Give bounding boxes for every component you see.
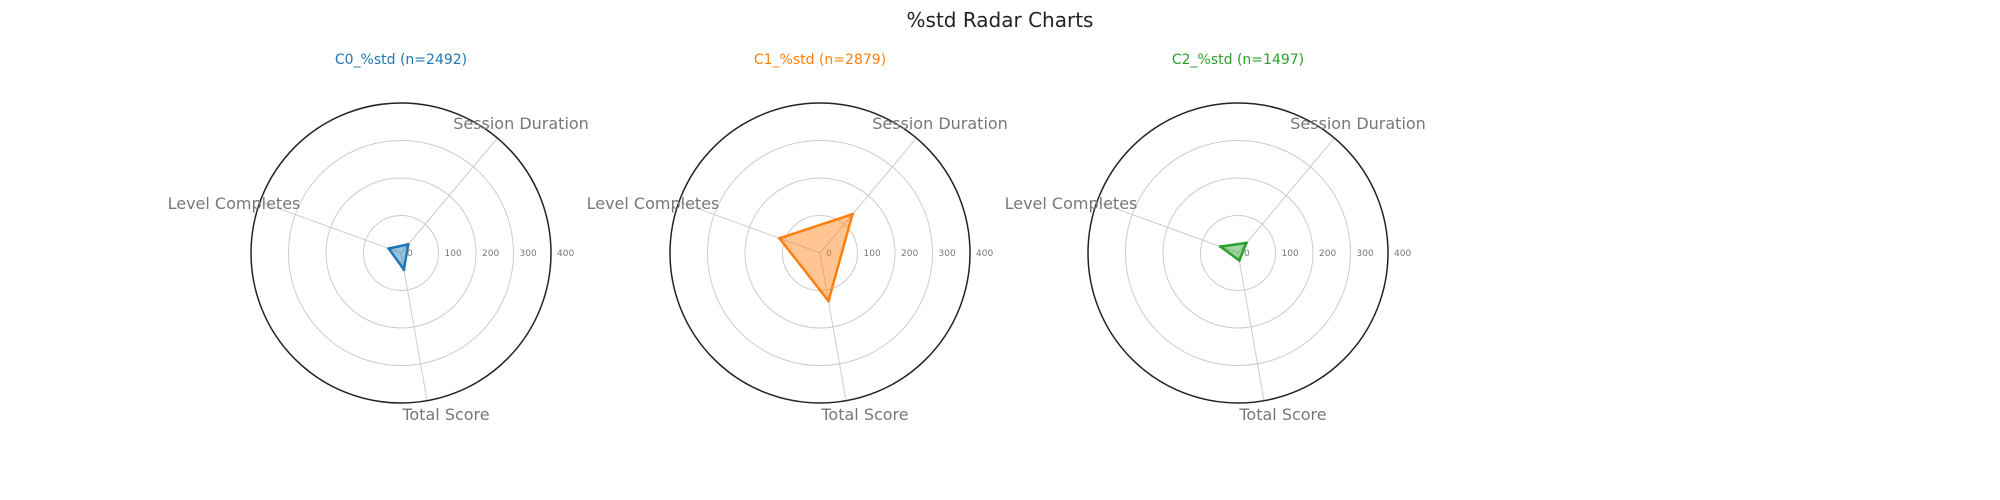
radar-data-point [1244, 241, 1248, 245]
radial-tick-label: 400 [557, 249, 574, 259]
axis-label: Level Completes [1005, 194, 1138, 213]
radial-tick-label: 100 [864, 249, 881, 259]
radar-data-point [406, 242, 410, 246]
radial-tick-label: 100 [1282, 249, 1299, 259]
axis-label: Session Duration [453, 114, 589, 133]
radar-frame [669, 102, 971, 404]
axis-spoke [1096, 201, 1239, 254]
radar-data-point [1218, 245, 1222, 249]
radial-tick-label: 300 [939, 249, 956, 259]
axis-spoke [819, 137, 917, 254]
grid-ring [1200, 215, 1276, 291]
radial-tick-label: 300 [520, 249, 537, 259]
radial-tick-label: 200 [901, 249, 918, 259]
grid-ring [288, 140, 514, 366]
grid-ring [707, 140, 933, 366]
radial-tick-label: 0 [826, 249, 832, 259]
radial-tick-label: 0 [407, 249, 413, 259]
radial-tick-label: 300 [1357, 249, 1374, 259]
radar-title: C0_%std (n=2492) [335, 52, 467, 68]
radar-chart-1: C1_%std (n=2879) 0 100 200 300 400 Session Dur… [587, 52, 1008, 424]
radar-data-point [387, 247, 391, 251]
axis-label: Total Score [820, 405, 908, 424]
axis-spoke [259, 201, 402, 254]
axis-spoke [1237, 252, 1265, 401]
radar-data-point [777, 236, 781, 240]
grid-ring [744, 177, 896, 329]
radar-data-point [402, 268, 406, 272]
radar-series-polygon [387, 243, 410, 271]
radar-title: C1_%std (n=2879) [754, 52, 886, 68]
radar-frame [250, 102, 552, 404]
radial-tick-label: 200 [1319, 249, 1336, 259]
axis-spoke [1237, 137, 1335, 254]
figure-title: %std Radar Charts [906, 8, 1094, 32]
axis-label: Level Completes [168, 194, 301, 213]
grid-ring [363, 215, 439, 291]
radar-series-polygon [1219, 241, 1248, 262]
axis-spoke [400, 252, 428, 401]
radial-tick-label: 0 [1244, 249, 1250, 259]
axis-spoke [819, 252, 847, 401]
grid-ring [325, 177, 477, 329]
radar-series-polygon [778, 212, 854, 303]
axis-spoke [400, 137, 498, 254]
radial-tick-label: 200 [482, 249, 499, 259]
axis-label: Level Completes [587, 194, 720, 213]
axis-spoke [678, 201, 821, 254]
radar-chart-2: C2_%std (n=1497) 0 100 200 300 400 Session Dur… [1005, 52, 1426, 424]
axis-label: Session Duration [1290, 114, 1426, 133]
radial-tick-label: 400 [1394, 249, 1411, 259]
radial-tick-label: 100 [445, 249, 462, 259]
radar-data-point [851, 212, 855, 216]
axis-label: Total Score [401, 405, 489, 424]
radar-frame [1087, 102, 1389, 404]
radar-title: C2_%std (n=1497) [1172, 52, 1304, 68]
axis-label: Total Score [1238, 405, 1326, 424]
grid-ring [1125, 140, 1351, 366]
radar-data-point [826, 299, 830, 303]
axis-label: Session Duration [872, 114, 1008, 133]
radar-chart-0: C0_%std (n=2492) 0 100 200 300 400 Session Dur… [168, 52, 589, 424]
grid-ring [1162, 177, 1314, 329]
radial-tick-label: 400 [976, 249, 993, 259]
radar-data-point [1237, 258, 1241, 262]
